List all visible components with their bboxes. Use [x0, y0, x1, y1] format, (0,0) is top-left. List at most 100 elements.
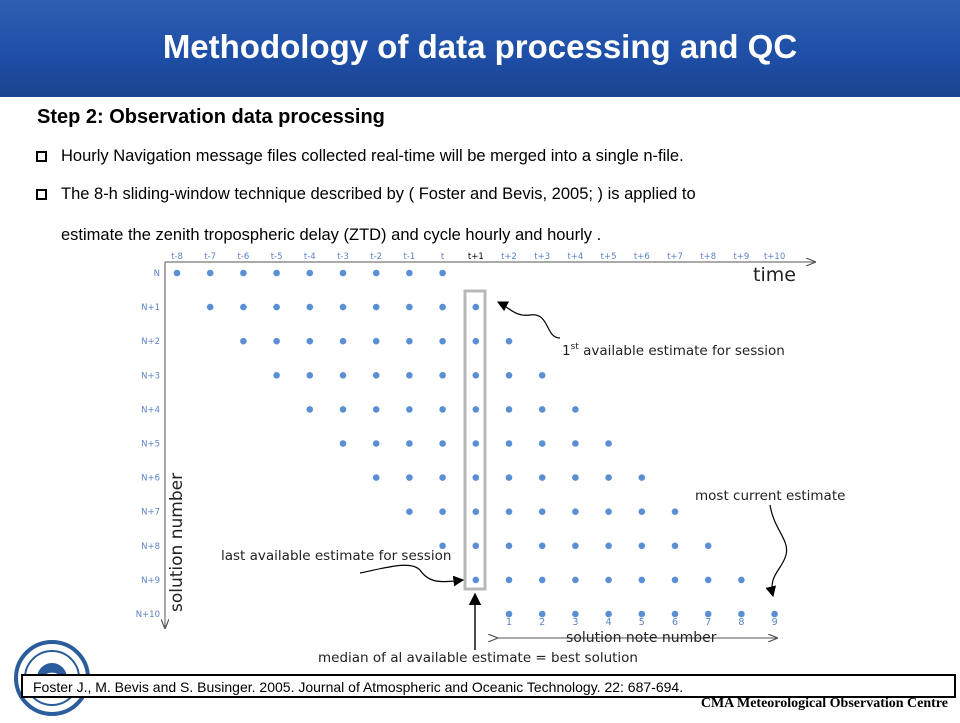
estimate-dot: [505, 440, 513, 447]
time-tick-label: t+4: [567, 252, 583, 262]
estimate-dot: [771, 610, 778, 618]
estimate-dot: [173, 269, 181, 277]
estimate-dot: [406, 372, 413, 379]
estimate-dot: [439, 542, 446, 550]
estimate-dot: [472, 576, 480, 584]
first-available-sup: st: [571, 342, 580, 352]
estimate-dot: [339, 269, 347, 277]
time-tick-label: t-2: [370, 252, 382, 262]
estimate-dot: [538, 576, 546, 584]
reference-box: Foster J., M. Bevis and S. Businger. 200…: [21, 674, 956, 698]
time-tick-label: t+5: [601, 252, 617, 262]
solution-row-label: N+6: [141, 474, 160, 484]
solution-row-label: N+10: [136, 610, 160, 620]
estimate-dot: [638, 610, 646, 618]
estimate-dot: [538, 440, 546, 447]
estimate-dot: [439, 508, 446, 515]
estimate-dot: [406, 440, 413, 447]
note-number-label: 5: [639, 617, 645, 628]
estimate-dot: [572, 576, 579, 584]
bullet-square-icon: [36, 151, 47, 162]
estimate-dot: [638, 542, 646, 550]
estimate-dot: [406, 406, 413, 413]
estimate-dot: [206, 269, 214, 277]
estimate-dot: [372, 269, 380, 277]
note-axis-label: solution note number: [566, 630, 717, 646]
note-number-label: 1: [506, 617, 512, 628]
solution-row-label: N+2: [141, 337, 160, 347]
estimate-dot: [704, 610, 712, 618]
estimate-dot: [273, 269, 280, 277]
estimate-dot: [505, 337, 513, 345]
estimate-dot: [240, 269, 247, 277]
time-tick-label: t-3: [337, 252, 349, 262]
time-tick-label: t+1: [468, 252, 484, 262]
estimate-dot: [306, 406, 314, 413]
note-number-label: 7: [705, 617, 711, 628]
estimate-dot: [439, 269, 446, 277]
estimate-dot: [671, 576, 679, 584]
first-available-arrow: [496, 301, 561, 339]
estimate-dot: [372, 440, 380, 447]
estimate-dot: [472, 406, 480, 413]
estimate-dot: [306, 337, 314, 345]
estimate-dot: [605, 508, 612, 515]
note-number-label: 4: [606, 617, 612, 628]
estimate-dot: [339, 303, 347, 311]
bullet-text-1: Hourly Navigation message files collecte…: [61, 147, 684, 165]
estimate-dot: [240, 337, 247, 345]
estimate-dot: [406, 337, 413, 345]
estimate-dot: [372, 372, 380, 379]
estimate-dot: [273, 337, 280, 345]
estimate-dot: [472, 542, 480, 550]
time-axis-label: time: [753, 264, 796, 286]
estimate-dot: [472, 303, 480, 311]
time-tick-label: t-8: [171, 252, 183, 262]
estimate-dot: [372, 337, 380, 345]
estimate-dot: [572, 508, 579, 515]
solution-row-label: N+9: [141, 576, 160, 586]
estimate-dot: [406, 474, 413, 481]
estimate-dot: [273, 372, 280, 379]
time-tick-label: t+6: [634, 252, 650, 262]
estimate-dot: [538, 508, 546, 515]
highlight-column-box: [463, 289, 487, 591]
estimate-dot: [638, 576, 646, 584]
estimate-dot: [472, 337, 480, 345]
first-available-prefix: 1: [562, 343, 571, 359]
note-number-label: 9: [772, 617, 778, 628]
estimate-dot: [704, 576, 712, 584]
estimate-dot: [439, 372, 446, 379]
estimate-dot: [671, 610, 679, 618]
reference-text: Foster J., M. Bevis and S. Businger. 200…: [33, 679, 684, 695]
estimate-dot: [572, 610, 579, 618]
estimate-dot: [306, 303, 314, 311]
estimate-dot: [605, 610, 612, 618]
solution-row-label: N+8: [141, 542, 160, 552]
estimate-dot: [306, 269, 314, 277]
estimate-dot: [439, 440, 446, 447]
solution-axis-label: solution number: [167, 473, 187, 612]
estimate-dot: [738, 610, 745, 618]
estimate-dot: [439, 303, 446, 311]
time-tick-label: t-4: [304, 252, 316, 262]
estimate-dot: [505, 542, 513, 550]
estimate-dot: [671, 542, 679, 550]
estimate-dot: [306, 372, 314, 379]
estimate-dot: [638, 474, 646, 481]
time-tick-label: t+3: [534, 252, 550, 262]
estimate-dot: [273, 303, 280, 311]
time-tick-label: t: [441, 252, 445, 262]
estimate-dot: [538, 610, 546, 618]
note-number-label: 6: [672, 617, 678, 628]
solution-row-label: N+3: [141, 371, 160, 381]
time-tick-label: t-6: [237, 252, 249, 262]
note-number-label: 8: [738, 617, 744, 628]
estimate-dot: [206, 303, 214, 311]
footer-organization: CMA Meteorological Observation Centre: [700, 696, 948, 711]
estimate-dot: [406, 303, 413, 311]
time-tick-label: t+7: [667, 252, 683, 262]
estimate-dot: [472, 474, 480, 481]
estimate-dot: [339, 440, 347, 447]
estimate-dot: [372, 303, 380, 311]
